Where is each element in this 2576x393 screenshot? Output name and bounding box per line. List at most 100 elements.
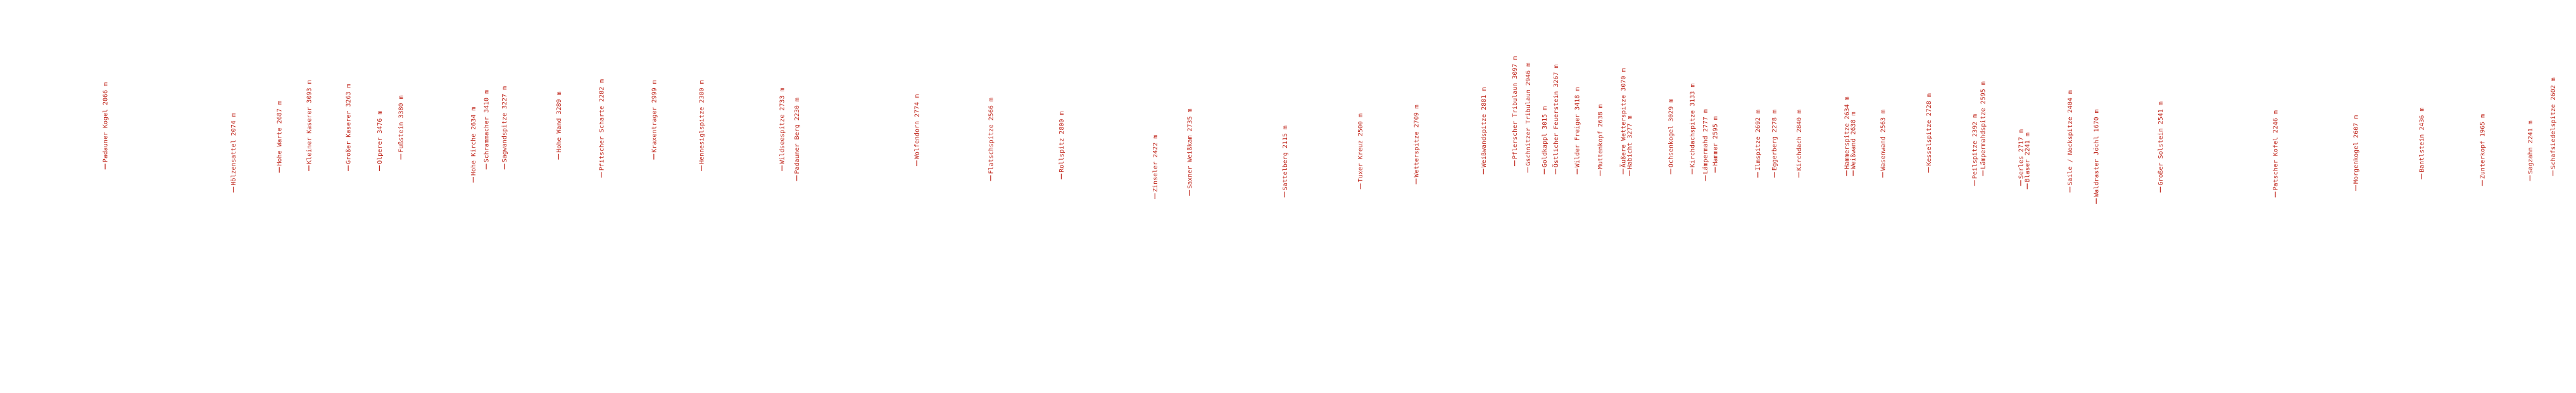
- peak-label: Hohe Wand 3289 m: [556, 91, 563, 160]
- peak-name: Hammer 2595 m: [1712, 116, 1719, 165]
- peak-name: Padauner Kogel 2066 m: [103, 82, 110, 162]
- peak-name: Großer Solstein 2541 m: [2158, 101, 2164, 185]
- peak-name: Äußere Wetterspitze 3070 m: [1619, 68, 1627, 168]
- peak-label: Hohe Warte 2687 m: [277, 101, 284, 173]
- peak-name: Sagwandspitze 3227 m: [501, 86, 508, 162]
- peak-name: Pfitscher Scharte 2282 m: [598, 79, 605, 171]
- peak-label: Kesselspitze 2728 m: [1926, 93, 1933, 173]
- peak-name: Tuxer Kreuz 2500 m: [1357, 113, 1364, 182]
- peak-label: Bantlstein 2436 m: [2419, 108, 2426, 179]
- peak-label: Sagwandspitze 3227 m: [501, 86, 508, 170]
- peak-label: Weißwand 2638 m: [1850, 112, 1857, 176]
- peak-name: Weißwand 2638 m: [1850, 112, 1857, 169]
- peak-label: Rollspitz 2800 m: [1059, 112, 1065, 179]
- peak-name: Gschnitzer Tribulaun 2946 m: [1525, 63, 1532, 166]
- peak-label: Gschnitzer Tribulaun 2946 m: [1525, 63, 1532, 173]
- peak-label: Ochsenkogel 3029 m: [1668, 99, 1675, 175]
- peak-name: Wetterspitze 2709 m: [1413, 105, 1420, 177]
- peak-label: Wolfendorn 2774 m: [914, 94, 921, 167]
- peak-name: Wolfendorn 2774 m: [914, 94, 921, 159]
- peak-name: Lämpermahdspitze 2595 m: [1980, 81, 1987, 169]
- peak-label: Schrammacher 3410 m: [484, 90, 491, 170]
- peak-label: Wilder Freiger 3418 m: [1574, 87, 1581, 175]
- peak-name: Muttenkopf 2638 m: [1597, 104, 1604, 169]
- peak-label: Padauner Kogel 2066 m: [103, 82, 110, 170]
- peak-name: Flatschspitze 2566 m: [988, 98, 995, 174]
- peak-label: Hammer 2595 m: [1712, 116, 1719, 173]
- peak-label: Pfitscher Scharte 2282 m: [598, 79, 605, 178]
- peak-name: Hennesiglspitze 2380 m: [699, 80, 706, 164]
- peak-name: Kirchdach 2840 m: [1796, 110, 1803, 171]
- peak-label: Kirchdach 2840 m: [1796, 110, 1803, 178]
- peak-name: Kleiner Kaserer 3093 m: [306, 80, 313, 164]
- peak-label: Hennesiglspitze 2380 m: [699, 80, 706, 171]
- peak-label: Habicht 3277 m: [1627, 115, 1634, 176]
- peak-name: Kirchdachspitze 3133 m: [1689, 84, 1696, 167]
- peak-name: Goldkappl 3015 m: [1542, 106, 1549, 167]
- peak-name: Lämpermahd 2777 m: [1702, 109, 1709, 174]
- peak-label: Goldkappl 3015 m: [1542, 106, 1549, 175]
- peak-label: Östlicher Feuerstein 3267 m: [1552, 65, 1560, 175]
- peak-label: Ilmspitze 2692 m: [1755, 110, 1762, 178]
- peak-name: Saile / Nockspitze 2404 m: [2067, 90, 2074, 186]
- peak-label: Schafsiedelspitze 2602 m: [2550, 77, 2557, 176]
- peak-label: Sattelberg 2115 m: [1282, 126, 1289, 198]
- peak-name: Ochsenkogel 3029 m: [1668, 99, 1675, 167]
- peak-name: Rollspitz 2800 m: [1059, 112, 1065, 172]
- peak-name: Hohe Warte 2687 m: [277, 101, 284, 165]
- peak-label: Olperer 3476 m: [377, 111, 384, 171]
- peak-label: Patscher Kofel 2246 m: [2273, 110, 2280, 198]
- peak-name: Olperer 3476 m: [377, 111, 384, 164]
- peak-name: Zinseler 2422 m: [1152, 135, 1159, 192]
- peak-name: Kesselspitze 2728 m: [1926, 93, 1933, 165]
- peak-name: Hölzensattel 2074 m: [230, 113, 237, 185]
- peak-label: Saile / Nockspitze 2404 m: [2067, 90, 2074, 193]
- peak-name: Hohe Wand 3289 m: [556, 91, 563, 152]
- peak-name: Blaser 2241 m: [2025, 132, 2032, 182]
- peak-label: Fußstein 3380 m: [398, 95, 405, 160]
- peak-label: Waldraster Jöchl 1670 m: [2094, 109, 2101, 204]
- peak-label: Blaser 2241 m: [2025, 132, 2032, 190]
- peak-name: Wilder Freiger 3418 m: [1574, 87, 1581, 167]
- peak-name: Waldraster Jöchl 1670 m: [2094, 109, 2101, 196]
- peak-name: Serles 2717 m: [2018, 129, 2025, 179]
- peak-label: Tuxer Kreuz 2500 m: [1357, 113, 1364, 190]
- peak-label: Sagzahn 2241 m: [2527, 120, 2534, 181]
- peak-label: Großer Solstein 2541 m: [2158, 101, 2164, 193]
- peak-label: Wasenwand 2563 m: [1880, 110, 1887, 178]
- peak-label: Padauner Berg 2230 m: [794, 98, 801, 181]
- peak-name: Habicht 3277 m: [1627, 115, 1634, 169]
- peak-name: Eggerberg 2278 m: [1771, 110, 1778, 171]
- peak-label: Flatschspitze 2566 m: [988, 98, 995, 181]
- peak-label: Lämpermahdspitze 2595 m: [1980, 81, 1987, 176]
- peak-label: Wildseespitze 2733 m: [779, 87, 786, 171]
- peak-name: Bantlstein 2436 m: [2419, 108, 2426, 172]
- peak-name: Ilmspitze 2692 m: [1755, 110, 1762, 171]
- peak-label: Wetterspitze 2709 m: [1413, 105, 1420, 184]
- peak-name: Kraxentrager 2999 m: [651, 80, 658, 152]
- peak-name: Padauner Berg 2230 m: [794, 98, 801, 174]
- peak-label: Peilspitze 2392 m: [1972, 114, 1979, 186]
- peak-name: Zunterkopf 1965 m: [2480, 114, 2487, 179]
- peak-name: Östlicher Feuerstein 3267 m: [1552, 65, 1560, 168]
- peak-name: Hohe Kirche 2634 m: [470, 107, 477, 176]
- peak-name: Weißwandspitze 2881 m: [1481, 87, 1488, 167]
- peak-label: Kirchdachspitze 3133 m: [1689, 84, 1696, 175]
- peak-label: Kraxentrager 2999 m: [651, 80, 658, 160]
- peak-label: Muttenkopf 2638 m: [1597, 104, 1604, 176]
- peak-label: Saxner Weißkam 2735 m: [1186, 108, 1193, 196]
- peak-name: Sagzahn 2241 m: [2527, 120, 2534, 174]
- peak-name: Pflerscher Tribulaun 3097 m: [1512, 56, 1519, 160]
- peak-name: Peilspitze 2392 m: [1972, 114, 1979, 179]
- peak-label: Zunterkopf 1965 m: [2480, 114, 2487, 186]
- peak-label: Hohe Kirche 2634 m: [470, 107, 477, 183]
- peak-label: Pflerscher Tribulaun 3097 m: [1512, 56, 1519, 167]
- peak-label: Kleiner Kaserer 3093 m: [306, 80, 313, 171]
- peak-label: Zinseler 2422 m: [1152, 135, 1159, 199]
- peak-name: Großer Kaserer 3263 m: [346, 84, 353, 164]
- peak-name: Wasenwand 2563 m: [1880, 110, 1887, 171]
- peak-label: Morgenkogel 2607 m: [2353, 115, 2360, 191]
- peak-label: Hölzensattel 2074 m: [230, 113, 237, 193]
